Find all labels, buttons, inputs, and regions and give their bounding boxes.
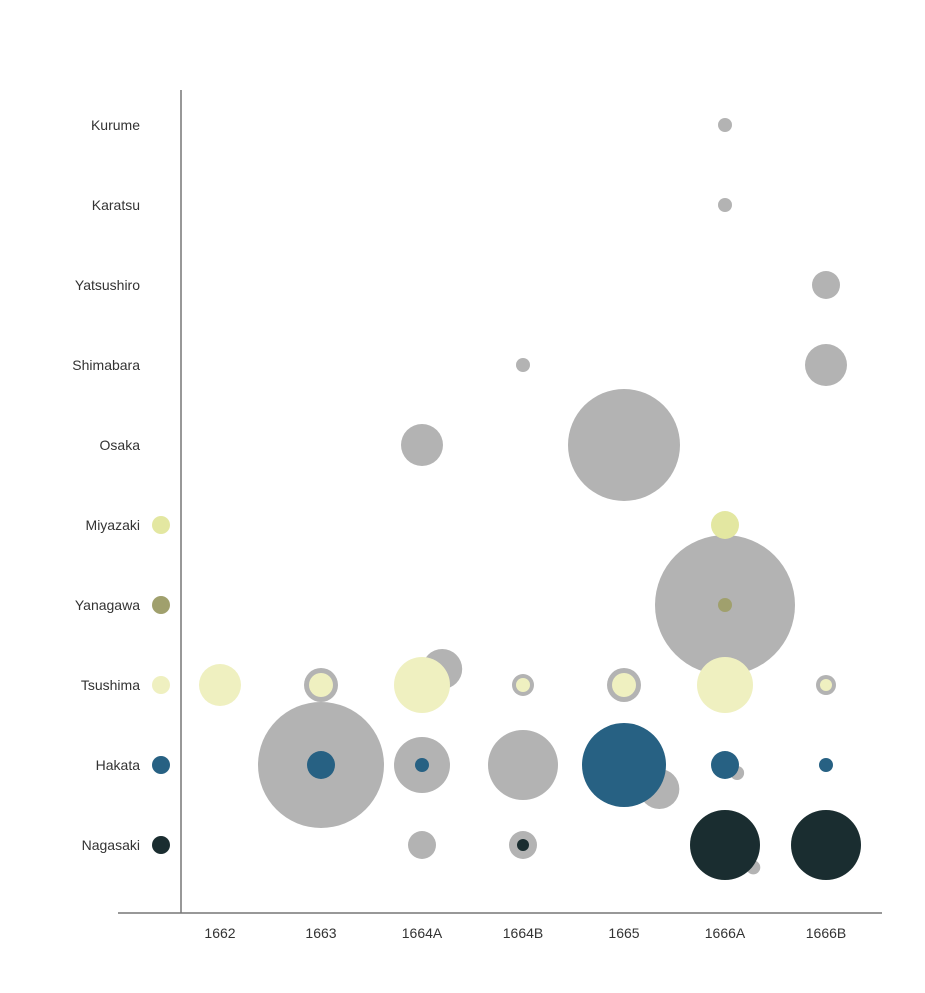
bubble-hakata-1666a-hakata [711,751,739,779]
legend-swatch-miyazaki [152,516,170,534]
bubble-miyazaki-1666a-miyazaki [711,511,739,539]
y-tick-label-hakata: Hakata [96,757,141,773]
bubble-tsushima-1666a-tsushima [697,657,753,713]
bubble-kurume-1666a-other [718,118,732,132]
bubble-shimabara-1666b-other [805,344,847,386]
legend-swatch-tsushima [152,676,170,694]
y-tick-label-karatsu: Karatsu [92,197,140,213]
bubble-hakata-1664b-other [488,730,558,800]
legend-layer [152,516,170,854]
bubble-tsushima-1662-tsushima [199,664,241,706]
y-tick-label-kurume: Kurume [91,117,140,133]
bubble-shimabara-1664b-other [516,358,530,372]
y-tick-label-yanagawa: Yanagawa [75,597,140,613]
x-tick-label-1666b: 1666B [806,925,846,941]
y-tick-label-tsushima: Tsushima [81,677,140,693]
bubble-osaka-1664a-other [401,424,443,466]
bubble-nagasaki-1664a-other [408,831,436,859]
y-axis-labels: Kurume Karatsu Yatsushiro Shimabara Osaka Miy… [72,117,140,853]
y-tick-label-nagasaki: Nagasaki [82,837,140,853]
x-axis-labels: 1662 1663 1664A 1664B 1665 1666A 1666B [204,925,846,941]
x-tick-label-1664b: 1664B [503,925,543,941]
bubble-yanagawa-1666a-yanagawa [718,598,732,612]
x-tick-label-1665: 1665 [608,925,639,941]
bubble-hakata-1666b-hakata [819,758,833,772]
y-tick-label-miyazaki: Miyazaki [86,517,140,533]
y-tick-label-shimabara: Shimabara [72,357,140,373]
bubbles-layer [199,118,861,880]
bubble-tsushima-1663-tsushima [309,673,333,697]
bubble-tsushima-1664a-tsushima [394,657,450,713]
bubble-tsushima-1666b-tsushima [820,679,832,691]
bubble-hakata-1665-hakata [582,723,666,807]
bubble-tsushima-1664b-tsushima [516,678,530,692]
legend-swatch-hakata [152,756,170,774]
y-tick-label-yatsushiro: Yatsushiro [75,277,140,293]
x-tick-label-1663: 1663 [305,925,336,941]
bubble-nagasaki-1666b-nagasaki [791,810,861,880]
bubble-hakata-1664a-hakata [415,758,429,772]
bubble-hakata-1663-hakata [307,751,335,779]
x-tick-label-1664a: 1664A [402,925,443,941]
bubble-tsushima-1665-tsushima [612,673,636,697]
x-tick-label-1666a: 1666A [705,925,746,941]
bubble-nagasaki-1664b-nagasaki [517,839,529,851]
bubble-osaka-1665-other [568,389,680,501]
legend-swatch-yanagawa [152,596,170,614]
y-tick-label-osaka: Osaka [100,437,141,453]
bubble-karatsu-1666a-other [718,198,732,212]
bubble-yatsushiro-1666b-other [812,271,840,299]
bubble-nagasaki-1666a-nagasaki [690,810,760,880]
legend-swatch-nagasaki [152,836,170,854]
x-tick-label-1662: 1662 [204,925,235,941]
